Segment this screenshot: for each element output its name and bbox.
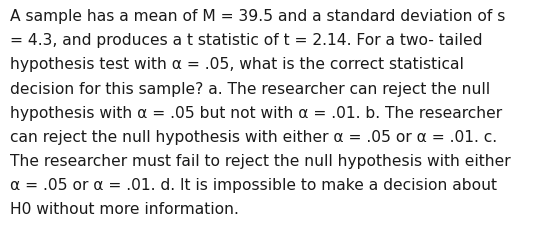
Text: A sample has a mean of M = 39.5 and a standard deviation of s: A sample has a mean of M = 39.5 and a st… xyxy=(10,9,506,24)
Text: H0 without more information.: H0 without more information. xyxy=(10,202,239,216)
Text: = 4.3, and produces a t statistic of t = 2.14. For a two- tailed: = 4.3, and produces a t statistic of t =… xyxy=(10,33,483,48)
Text: can reject the null hypothesis with either α = .05 or α = .01. c.: can reject the null hypothesis with eith… xyxy=(10,129,497,144)
Text: hypothesis test with α = .05, what is the correct statistical: hypothesis test with α = .05, what is th… xyxy=(10,57,464,72)
Text: decision for this sample? a. The researcher can reject the null: decision for this sample? a. The researc… xyxy=(10,81,490,96)
Text: α = .05 or α = .01. d. It is impossible to make a decision about: α = .05 or α = .01. d. It is impossible … xyxy=(10,177,497,192)
Text: hypothesis with α = .05 but not with α = .01. b. The researcher: hypothesis with α = .05 but not with α =… xyxy=(10,105,502,120)
Text: The researcher must fail to reject the null hypothesis with either: The researcher must fail to reject the n… xyxy=(10,153,511,168)
